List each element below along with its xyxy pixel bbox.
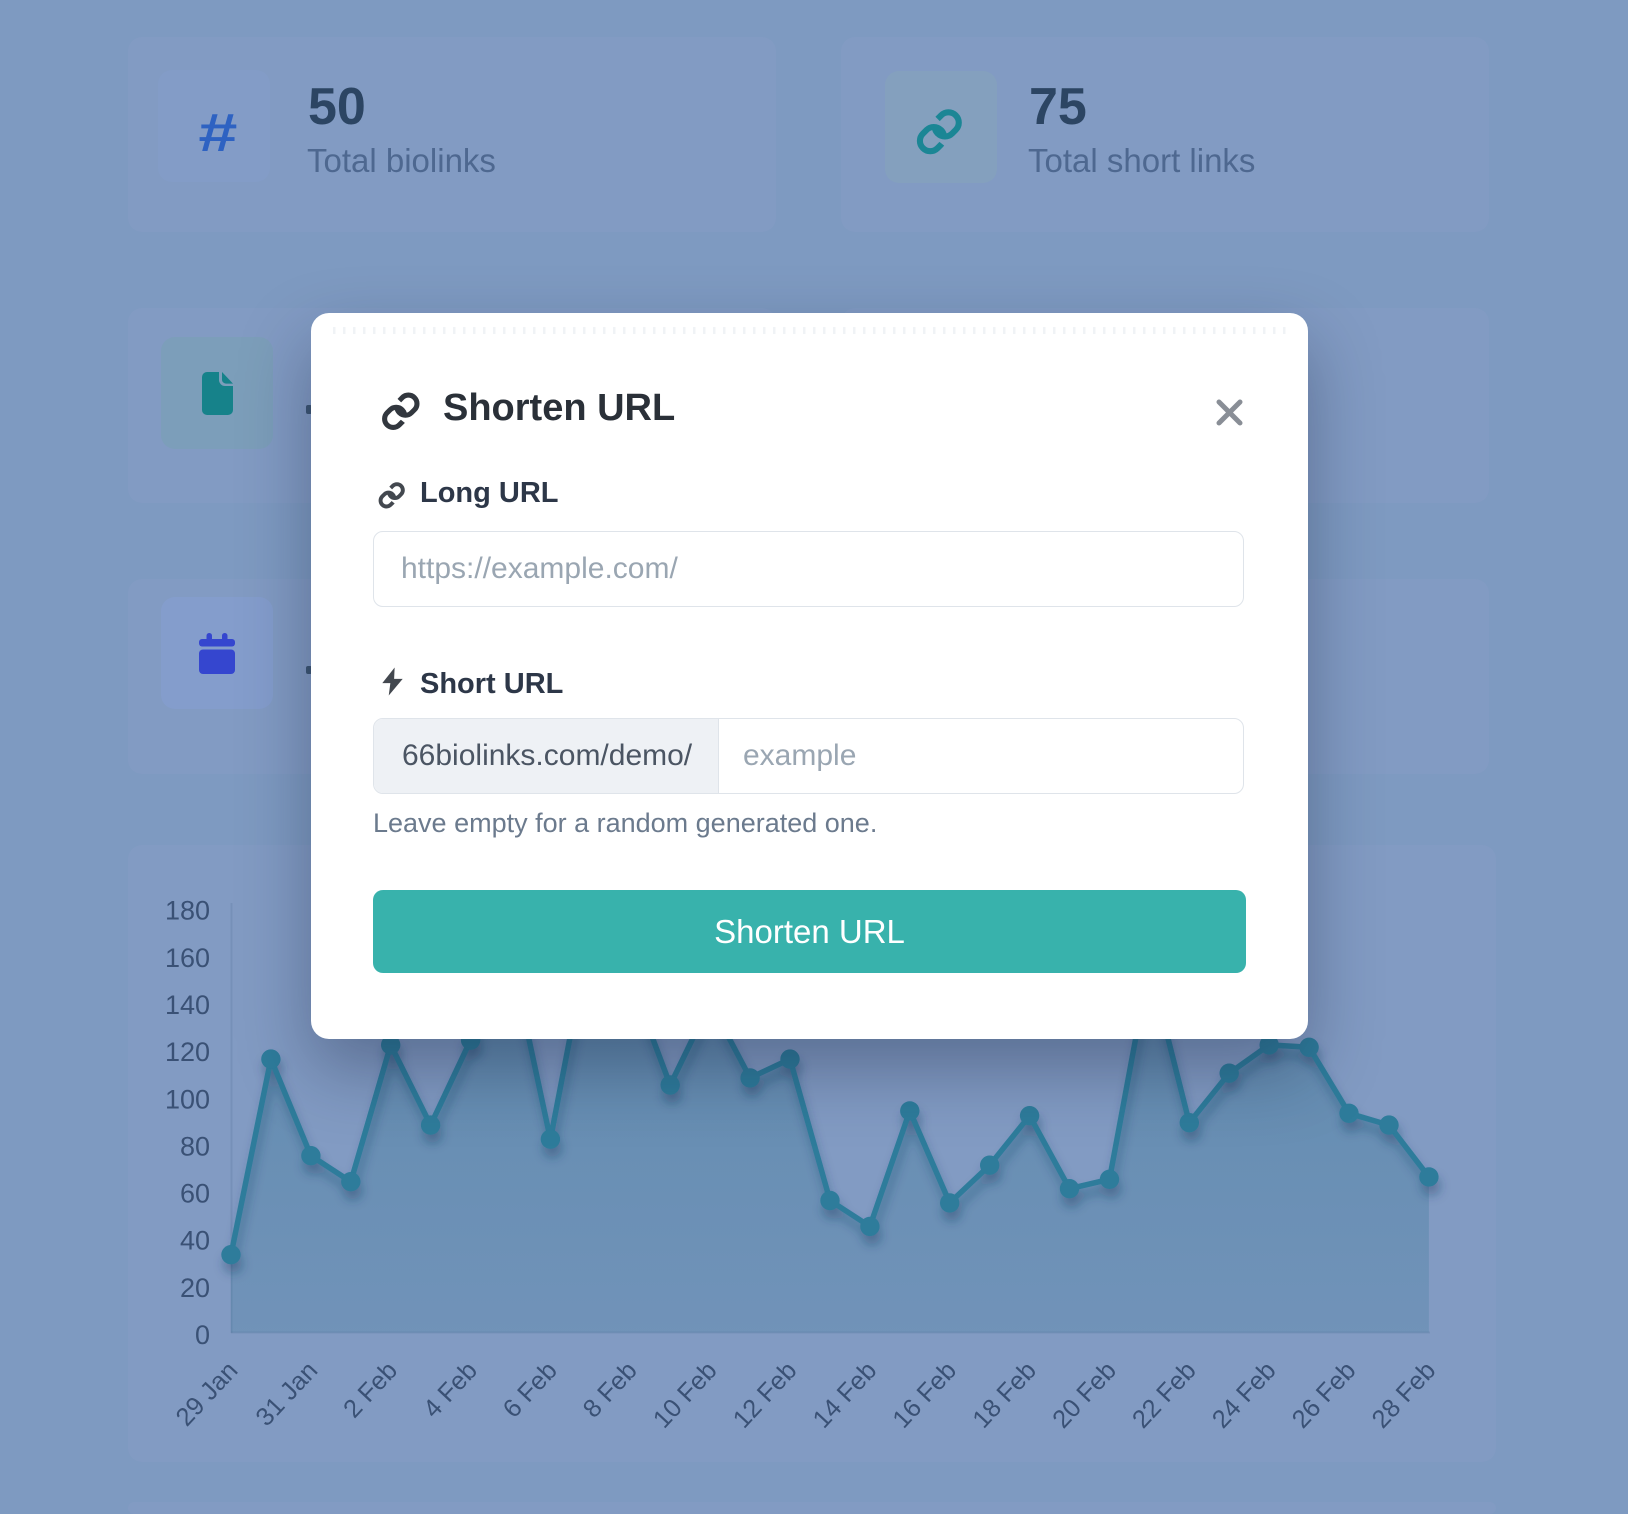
svg-text:24 Feb: 24 Feb xyxy=(1207,1356,1282,1433)
svg-text:28 Feb: 28 Feb xyxy=(1367,1356,1442,1433)
svg-text:100: 100 xyxy=(165,1084,210,1114)
svg-text:14 Feb: 14 Feb xyxy=(808,1356,883,1433)
svg-text:8 Feb: 8 Feb xyxy=(578,1356,643,1423)
svg-text:12 Feb: 12 Feb xyxy=(728,1356,803,1433)
svg-text:20 Feb: 20 Feb xyxy=(1047,1356,1122,1433)
svg-text:16 Feb: 16 Feb xyxy=(887,1356,962,1433)
svg-text:6 Feb: 6 Feb xyxy=(498,1356,563,1423)
svg-text:10 Feb: 10 Feb xyxy=(648,1356,723,1433)
svg-text:60: 60 xyxy=(180,1179,210,1209)
svg-text:4 Feb: 4 Feb xyxy=(418,1356,483,1423)
svg-text:31 Jan: 31 Jan xyxy=(251,1356,324,1431)
svg-text:2 Feb: 2 Feb xyxy=(338,1356,403,1423)
svg-text:0: 0 xyxy=(195,1320,210,1350)
svg-text:120: 120 xyxy=(165,1037,210,1067)
svg-text:80: 80 xyxy=(180,1131,210,1161)
svg-text:20: 20 xyxy=(180,1273,210,1303)
svg-text:40: 40 xyxy=(180,1226,210,1256)
svg-text:29 Jan: 29 Jan xyxy=(171,1356,244,1431)
svg-text:18 Feb: 18 Feb xyxy=(967,1356,1042,1433)
svg-text:22 Feb: 22 Feb xyxy=(1127,1356,1202,1433)
svg-text:140: 140 xyxy=(165,990,210,1020)
svg-text:180: 180 xyxy=(165,896,210,926)
svg-text:160: 160 xyxy=(165,943,210,973)
svg-text:26 Feb: 26 Feb xyxy=(1287,1356,1362,1433)
